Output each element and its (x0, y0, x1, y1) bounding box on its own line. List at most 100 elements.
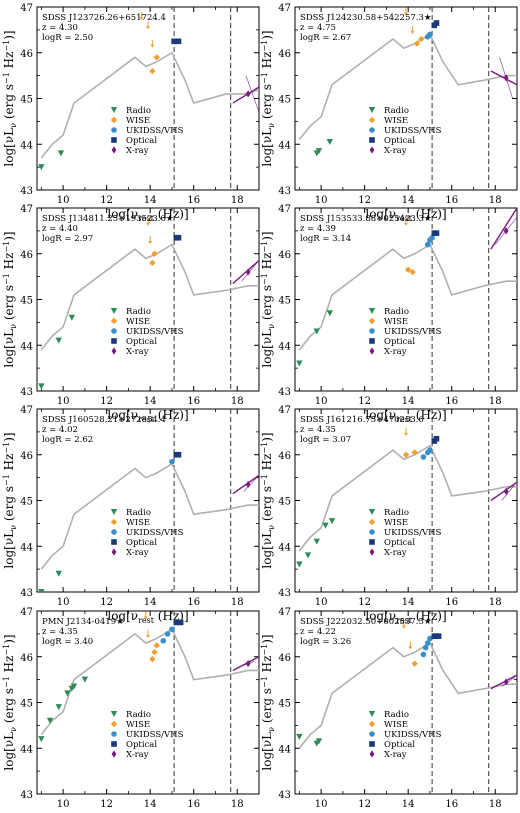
legend-radio-marker (110, 107, 118, 113)
wise-upper-limit (404, 427, 408, 436)
legend-optical-marker (111, 338, 117, 344)
radio-point (55, 337, 62, 344)
x-tick-label: 18 (489, 597, 502, 608)
wise-point (411, 449, 418, 456)
legend-label-ukidss: UKIDSS/VHS (384, 730, 442, 740)
wise-upper-limit (401, 620, 406, 629)
legend-radio-marker (368, 308, 376, 314)
legend-label-radio: Radio (384, 508, 409, 518)
legend-optical-marker (111, 137, 117, 143)
sed-panel-6: 43 44 45 46 47 10 12 14 16 18 log[νLν (erg s−1 Hz−… (260, 405, 518, 625)
redshift-label: z = 4.30 (42, 23, 78, 33)
xray-error-line (245, 75, 259, 113)
legend-wise-marker (368, 116, 376, 124)
legend-ukidss-marker (111, 529, 117, 535)
star-marker: ★ (116, 617, 124, 627)
data-layer (296, 208, 517, 391)
x-tick-label: 18 (489, 396, 502, 407)
radio-point (55, 570, 62, 577)
x-axis-label: log[νrest (Hz)] (365, 408, 446, 424)
wise-upper-limit (150, 39, 155, 48)
radio-point (296, 360, 303, 367)
y-tick-label: 43 (20, 387, 33, 398)
radio-point (46, 717, 54, 724)
ukidss-point (169, 626, 175, 633)
y-tick-label: 46 (278, 250, 291, 261)
legend-label-wise: WISE (384, 317, 408, 327)
x-axis-label: log[νrest (Hz)] (365, 207, 446, 223)
xray-point (503, 678, 509, 686)
redshift-label: z = 4.40 (42, 224, 78, 234)
wise-upper-limit (146, 21, 150, 30)
legend-label-ukidss: UKIDSS/VHS (126, 528, 184, 538)
y-tick-label: 45 (20, 296, 33, 307)
x-axis-label: log[νrest (Hz)] (107, 408, 188, 424)
legend-label-ukidss: UKIDSS/VHS (384, 327, 442, 337)
optical-point (433, 435, 440, 442)
source-name: SDSS J134811.25+193523.6★ (42, 214, 174, 224)
radio-point (38, 383, 45, 390)
x-tick-label: 10 (57, 597, 70, 608)
legend-label-xray: X-ray (384, 347, 407, 357)
x-tick-label: 14 (144, 799, 157, 809)
y-tick-label: 44 (278, 341, 291, 352)
y-tick-label: 47 (278, 3, 291, 14)
xray-point (503, 227, 509, 235)
x-tick-label: 18 (489, 195, 502, 206)
x-tick-label: 12 (358, 597, 371, 608)
xray-point (503, 487, 509, 495)
x-tick-label: 14 (402, 799, 415, 809)
wise-point (153, 54, 160, 61)
ukidss-point (422, 644, 429, 651)
source-name: SDSS J161216.75+470253.6 (300, 415, 424, 425)
y-tick-label: 43 (20, 588, 33, 599)
legend-label-optical: Optical (384, 136, 415, 146)
y-tick-label: 47 (20, 204, 33, 215)
ukidss-point (427, 31, 433, 38)
optical-point (175, 38, 182, 45)
redshift-label: z = 4.22 (300, 627, 336, 637)
data-layer (298, 7, 517, 190)
x-tick-label: 12 (358, 799, 371, 809)
radio-point (38, 164, 45, 171)
x-tick-label: 14 (402, 396, 415, 407)
y-tick-label: 46 (20, 653, 33, 664)
radio-point (326, 310, 334, 317)
legend-optical-marker (369, 338, 375, 344)
legend-optical-marker (111, 741, 117, 747)
x-tick-label: 18 (489, 799, 502, 809)
legend-label-wise: WISE (126, 720, 150, 730)
legend-optical-marker (369, 741, 375, 747)
legend-label-radio: Radio (126, 307, 151, 317)
legend-label-ukidss: UKIDSS/VHS (126, 730, 184, 740)
legend-label-xray: X-ray (126, 347, 149, 357)
radio-point (313, 328, 320, 335)
y-axis-label: log[νLν (erg s−1 Hz−1)] (260, 231, 276, 367)
y-tick-label: 44 (20, 744, 33, 755)
radio-point (68, 314, 76, 321)
x-tick-label: 10 (57, 799, 70, 809)
legend-ukidss-marker (111, 328, 117, 334)
legend-wise-marker (368, 720, 376, 728)
ukidss-point (427, 447, 433, 453)
radio-point (296, 733, 303, 740)
wise-point (149, 259, 156, 267)
x-axis-label: log[νrest (Hz)] (365, 609, 446, 625)
xray-slope-line (490, 208, 517, 250)
y-tick-label: 43 (20, 790, 33, 801)
legend-ukidss-marker (369, 529, 375, 535)
xray-point (245, 90, 251, 98)
wise-point (149, 655, 156, 663)
y-tick-label: 46 (278, 451, 291, 462)
y-tick-label: 45 (20, 699, 33, 710)
legend-radio-marker (110, 711, 118, 717)
x-tick-label: 14 (402, 597, 415, 608)
radio-loudness-label: logR = 2.50 (42, 33, 93, 43)
x-axis-label: log[νrest (Hz)] (107, 207, 188, 223)
wise-point (151, 250, 158, 257)
legend-label-xray: X-ray (126, 548, 149, 558)
x-tick-label: 16 (445, 597, 458, 608)
radio-point (81, 676, 89, 683)
legend-xray-marker (369, 146, 375, 154)
